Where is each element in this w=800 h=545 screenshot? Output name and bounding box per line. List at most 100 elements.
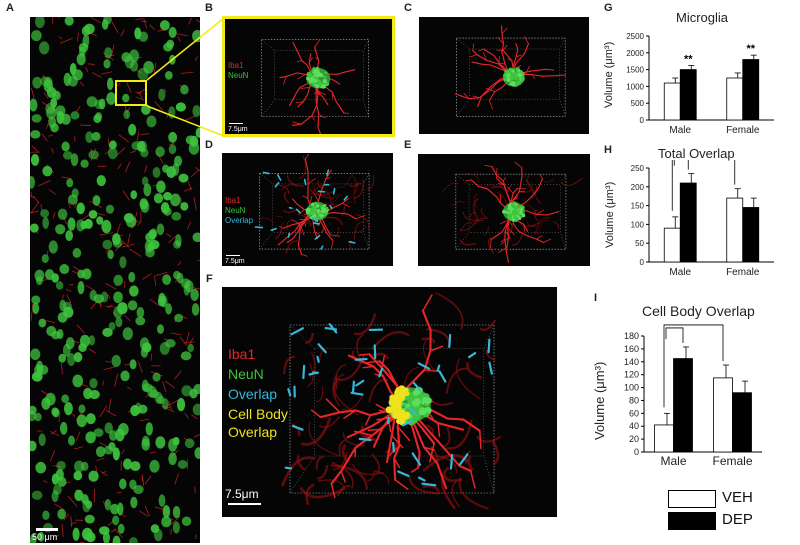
bar-veh-male — [663, 227, 681, 263]
bar-veh-male — [663, 82, 681, 121]
legend-neun: NeuN — [228, 366, 264, 382]
cell-body-overlap-3d-render — [280, 292, 502, 510]
neun-soma — [305, 201, 330, 222]
neun-soma — [502, 201, 526, 222]
legend-overlap: Overlap — [228, 386, 278, 402]
bar-dep-female — [742, 59, 760, 121]
zoom-callout-lines — [146, 17, 225, 137]
legend-iba1: Iba1 — [228, 346, 256, 362]
significance-stars: ** — [684, 54, 693, 66]
significance-stars: ** — [746, 43, 755, 55]
legend-swatch-dep — [668, 512, 716, 530]
scale-bar-f — [228, 503, 261, 505]
panel-b-image: Iba1 NeuN 7.5μm — [222, 16, 395, 137]
bar-veh-female — [726, 77, 744, 121]
panel-label-c: C — [404, 2, 412, 14]
legend-overlap: Overlap — [225, 216, 254, 225]
bars — [663, 54, 760, 121]
bar-dep-female — [732, 392, 752, 453]
significance-bracket — [671, 160, 736, 211]
bar-veh-female — [726, 197, 744, 263]
chart-title-total-overlap: Total Overlap — [658, 146, 735, 161]
y-tick-label: 2500 — [626, 32, 644, 41]
scale-label-f: 7.5μm — [225, 487, 259, 501]
chart-title-microglia: Microglia — [676, 10, 729, 25]
panel-f-image: Iba1 NeuN Overlap Cell Body Overlap 7.5μ… — [222, 287, 557, 517]
y-tick-label: 40 — [629, 421, 639, 431]
microglia-3d-render — [261, 38, 369, 134]
panel-d-image: Iba1 NeuN Overlap 7.5μm — [222, 153, 393, 266]
bar-dep-male — [679, 69, 697, 121]
y-tick-label: 20 — [629, 434, 639, 444]
y-tick-label: 80 — [629, 395, 639, 405]
iba1-background — [441, 172, 583, 254]
y-tick-label: 150 — [631, 202, 645, 211]
x-category-label: Male — [669, 125, 691, 136]
significance-bracket — [663, 324, 724, 408]
x-category-label: Female — [726, 267, 760, 278]
x-category-label: Male — [660, 454, 686, 468]
significance-star: * — [689, 322, 695, 326]
panel-label-f: F — [206, 273, 213, 285]
y-tick-label: 2000 — [626, 49, 644, 58]
panel-label-g: G — [604, 2, 613, 14]
bar-dep-male — [673, 358, 693, 453]
y-tick-label: 100 — [624, 383, 639, 393]
x-category-label: Female — [712, 454, 752, 468]
bar-chart-cell-body-overlap: 0 20 40 60 80 100 120 140 160 180 Male Female * — [624, 322, 762, 468]
cell-body-overlap — [385, 385, 411, 426]
neun-soma — [306, 66, 331, 89]
x-category-label: Male — [669, 267, 691, 278]
iba1-background — [258, 155, 375, 254]
neun-soma — [502, 67, 525, 88]
legend-cell-body: Cell Body — [228, 406, 288, 422]
y-tick-label: 140 — [624, 357, 639, 367]
legend-iba1: Iba1 — [225, 196, 241, 205]
legend-iba1: Iba1 — [228, 61, 244, 70]
scale-label-b: 7.5μm — [228, 126, 248, 133]
chart-title-cell-body-overlap: Cell Body Overlap — [642, 303, 755, 319]
axes: 0 500 1000 1500 2000 2500 — [626, 32, 774, 125]
overlap-fragments — [284, 323, 493, 487]
bar-veh-female — [713, 377, 733, 453]
y-tick-label: 180 — [624, 331, 639, 341]
legend-neun: NeuN — [228, 71, 249, 80]
bars — [663, 173, 760, 263]
legend-label-dep: DEP — [722, 511, 753, 528]
bars — [654, 346, 752, 453]
y-tick-label: 500 — [631, 99, 645, 108]
legend-cell-body-overlap: Overlap — [228, 424, 278, 440]
y-axis-label-i: Volume (μm³) — [592, 361, 607, 440]
panel-e-image — [418, 154, 590, 266]
y-tick-label: 100 — [631, 220, 645, 229]
y-tick-label: 250 — [631, 164, 645, 173]
y-tick-label: 200 — [631, 183, 645, 192]
legend-neun: NeuN — [225, 206, 246, 215]
panel-c-image — [419, 17, 589, 134]
zoom-region-box — [115, 80, 147, 106]
bounding-box — [456, 37, 566, 117]
panel-label-d: D — [205, 139, 213, 151]
bounding-box — [261, 39, 369, 118]
legend-label-veh: VEH — [722, 489, 753, 506]
y-tick-label: 1000 — [626, 82, 644, 91]
cortex-overview-image: 50 μm — [30, 17, 200, 543]
axes: 0 20 40 60 80 100 120 140 160 180 — [624, 331, 762, 457]
y-tick-label: 0 — [640, 258, 645, 267]
neuron-microglia-field — [30, 17, 200, 543]
bar-dep-female — [742, 207, 760, 263]
panel-label-e: E — [404, 139, 412, 151]
bar-veh-male — [654, 424, 674, 453]
bar-dep-male — [679, 182, 697, 263]
x-category-label: Female — [726, 125, 760, 136]
panel-label-i: I — [594, 292, 598, 304]
panel-label-a: A — [6, 2, 14, 14]
y-tick-label: 0 — [634, 447, 639, 457]
overlap-3d-render — [254, 154, 375, 257]
overlap-fragments — [254, 169, 356, 250]
scale-bar-a — [36, 528, 58, 531]
scale-bar-b — [229, 122, 243, 124]
y-tick-label: 120 — [624, 370, 639, 380]
y-tick-label: 0 — [640, 116, 645, 125]
overlap-3d-render — [441, 161, 583, 263]
